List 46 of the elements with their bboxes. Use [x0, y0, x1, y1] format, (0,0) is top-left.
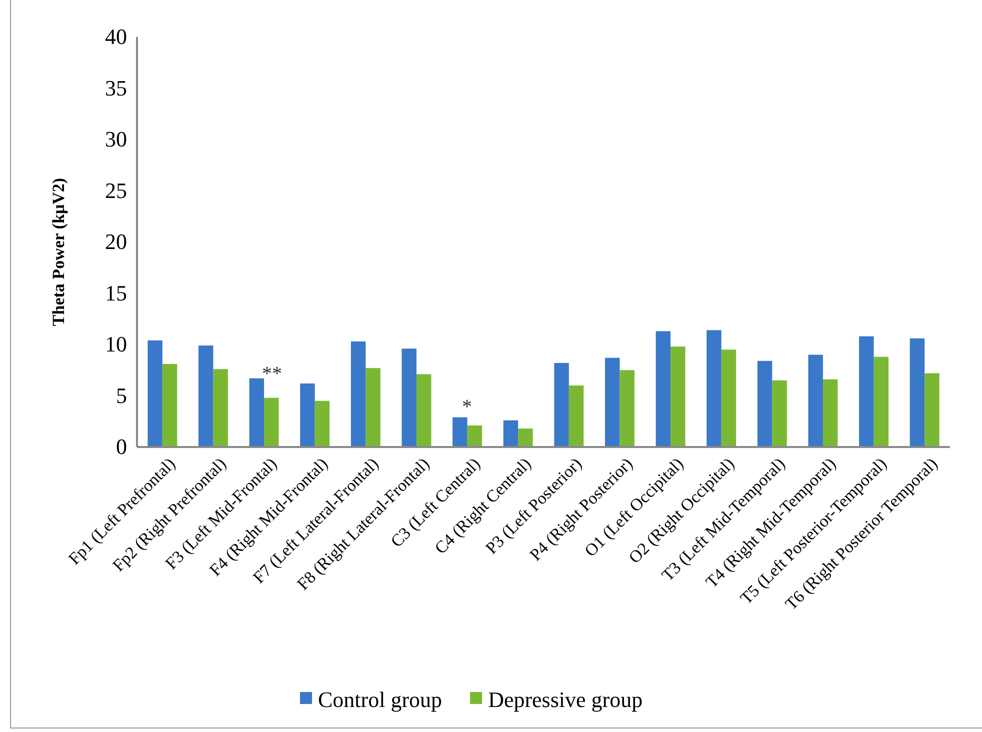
bar [198, 346, 214, 447]
y-tick-label: 40 [105, 24, 127, 50]
bar [808, 354, 823, 447]
bar [264, 398, 279, 447]
y-tick-label: 15 [105, 280, 127, 306]
y-axis-title: Theta Power (kμV2) [49, 178, 68, 326]
bar [670, 346, 686, 447]
bar [568, 386, 584, 447]
y-tick-label: 25 [105, 178, 127, 203]
bar [874, 356, 889, 447]
bar [757, 360, 772, 447]
bar [721, 350, 736, 447]
bar [503, 420, 518, 447]
bar [822, 379, 838, 447]
bar [213, 369, 228, 447]
y-tick-label: 35 [105, 75, 127, 100]
bar [416, 374, 432, 447]
bar [772, 380, 787, 447]
bar [350, 341, 366, 447]
y-tick-label: 20 [105, 229, 127, 254]
y-tick-label: 30 [105, 126, 127, 152]
annotation: ** [262, 363, 282, 385]
bar [314, 400, 330, 447]
bar [467, 425, 482, 447]
bar [366, 368, 380, 447]
bar [402, 348, 416, 447]
annotation: * [462, 396, 472, 418]
bar [620, 370, 634, 447]
bar [656, 331, 671, 447]
bar [249, 378, 264, 447]
bar [162, 364, 178, 447]
y-tick-label: 0 [116, 434, 127, 460]
bar [604, 358, 620, 447]
legend-label: Depressive group [488, 687, 643, 712]
bar [859, 336, 874, 447]
bar [706, 330, 722, 447]
bar [924, 373, 940, 447]
y-tick-label: 10 [105, 332, 127, 357]
bar [910, 338, 925, 447]
bar [300, 383, 315, 447]
bar [554, 362, 569, 447]
bar [148, 340, 162, 447]
bar [518, 428, 533, 447]
y-tick-label: 5 [116, 382, 127, 408]
bar [452, 417, 468, 447]
legend-label: Control group [318, 687, 442, 712]
